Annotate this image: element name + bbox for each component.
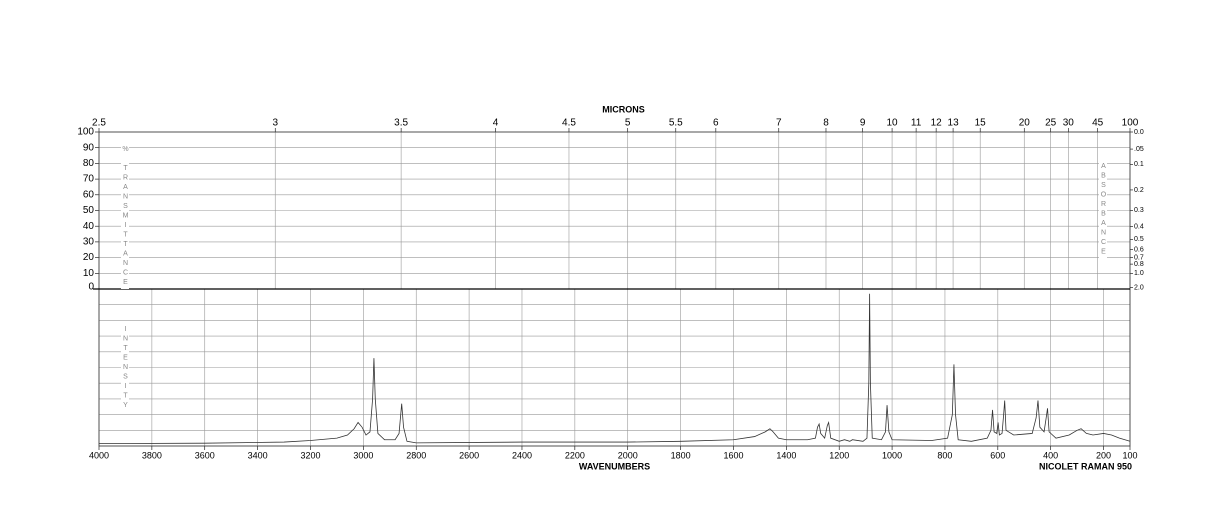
x-tick-label: 15 — [975, 118, 987, 129]
x-tick-label: 13 — [948, 118, 960, 129]
x-tick-label: 3 — [272, 118, 278, 129]
x-axis-label: MICRONS — [602, 104, 645, 114]
y-tick-label: 30 — [83, 237, 95, 248]
x-tick-label: 2400 — [512, 450, 532, 460]
spectrum-line — [98, 293, 1131, 445]
x-tick-label: 1600 — [723, 450, 743, 460]
x-tick-label: 2800 — [406, 450, 426, 460]
y2-tick-label: 0.8 — [1134, 261, 1144, 268]
x-tick-label: 45 — [1092, 118, 1104, 129]
y-tick-label: 80 — [83, 158, 95, 169]
y-tick-label: 40 — [83, 221, 95, 232]
x-tick-label: 3200 — [300, 450, 320, 460]
x-tick-label: 10 — [887, 118, 899, 129]
x-tick-label: 8 — [823, 118, 829, 129]
x-tick-label: 100 — [1122, 118, 1139, 129]
x-tick-label: 4 — [493, 118, 499, 129]
x-tick-label: 20 — [1019, 118, 1031, 129]
x-tick-label: 3000 — [353, 450, 373, 460]
annotation: NICOLET RAMAN 950 — [1039, 461, 1132, 471]
x-tick-label: 400 — [1043, 450, 1058, 460]
x-tick-label: 4.5 — [562, 118, 576, 129]
y-tick-label: 20 — [83, 252, 95, 263]
x-tick-label: 600 — [990, 450, 1005, 460]
x-tick-label: 2.5 — [92, 118, 106, 129]
x-tick-label: 6 — [713, 118, 719, 129]
y-tick-label: 60 — [83, 189, 95, 200]
x-tick-label: 200 — [1096, 450, 1111, 460]
x-tick-label: 12 — [931, 118, 943, 129]
x-tick-label: 2000 — [618, 450, 638, 460]
y-tick-label: 70 — [83, 174, 95, 185]
x-tick-label: 800 — [937, 450, 952, 460]
y-tick-label: 0 — [88, 282, 94, 293]
x-tick-label: 3800 — [142, 450, 162, 460]
x-tick-label: 5 — [625, 118, 631, 129]
y2-tick-label: 0.6 — [1134, 246, 1144, 253]
y-tick-label: 10 — [83, 268, 95, 279]
y-tick-label: 50 — [83, 205, 95, 216]
y2-tick-label: 0.0 — [1134, 129, 1144, 136]
y2-tick-label: 0.5 — [1134, 236, 1144, 243]
x-tick-label: 1000 — [882, 450, 902, 460]
x-tick-label: 5.5 — [669, 118, 683, 129]
x-tick-label: 1400 — [776, 450, 796, 460]
y-tick-label: 100 — [77, 127, 94, 138]
y2-tick-label: 0.2 — [1134, 187, 1144, 194]
y2-tick-label: 0.3 — [1134, 207, 1144, 214]
x-tick-label: 25 — [1045, 118, 1057, 129]
x-tick-label: 1800 — [671, 450, 691, 460]
x-tick-label: 2200 — [565, 450, 585, 460]
x-tick-label: 30 — [1063, 118, 1075, 129]
x-tick-label: 3600 — [195, 450, 215, 460]
x-tick-label: 2600 — [459, 450, 479, 460]
y2-tick-label: 1.0 — [1134, 270, 1144, 277]
y-axis-label: % TRANSMITTANCE — [121, 146, 129, 289]
x-tick-label: 1200 — [829, 450, 849, 460]
x-tick-label: 100 — [1122, 450, 1137, 460]
y-tick-label: 90 — [83, 142, 95, 153]
x-tick-label: 9 — [860, 118, 866, 129]
y2-tick-label: 0.7 — [1134, 255, 1144, 262]
y2-tick-label: 0.4 — [1134, 223, 1144, 230]
y2-tick-label: 0.1 — [1134, 161, 1144, 168]
y2-tick-label: .05 — [1134, 146, 1144, 153]
x-tick-label: 7 — [776, 118, 782, 129]
x-tick-label: 3400 — [248, 450, 268, 460]
y2-axis-label: ABSORBANCE — [1099, 163, 1107, 258]
x-tick-label: 11 — [911, 118, 922, 129]
y2-tick-label: 2.0 — [1134, 284, 1144, 291]
x-tick-label: 3.5 — [394, 118, 408, 129]
y-axis-label: INTENSITY — [121, 326, 129, 412]
x-axis-label: WAVENUMBERS — [579, 461, 650, 471]
x-tick-label: 4000 — [89, 450, 109, 460]
